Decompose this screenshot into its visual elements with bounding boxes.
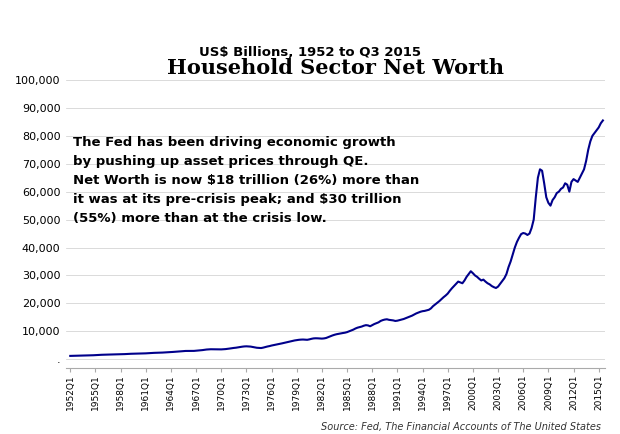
Text: US$ Billions, 1952 to Q3 2015: US$ Billions, 1952 to Q3 2015 bbox=[199, 46, 421, 59]
Text: Source: Fed, The Financial Accounts of The United States: Source: Fed, The Financial Accounts of T… bbox=[321, 422, 601, 432]
Title: Household Sector Net Worth: Household Sector Net Worth bbox=[167, 59, 504, 79]
Text: The Fed has been driving economic growth
by pushing up asset prices through QE.
: The Fed has been driving economic growth… bbox=[73, 136, 419, 225]
